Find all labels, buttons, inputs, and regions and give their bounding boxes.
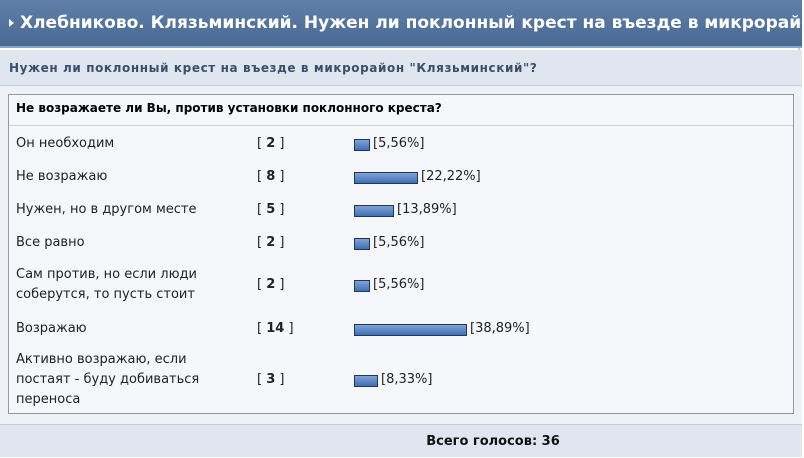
poll-option-votes: [ 3 ] [257,372,285,387]
poll-option-row: Активно возражаю, если постаят - буду до… [9,349,793,413]
poll-option-row: Все равно [ 2 ] [5,56%] [9,230,793,256]
poll-option-bar [354,324,467,336]
poll-question: Не возражаете ли Вы, против установки по… [16,101,442,115]
poll-option-bar [354,205,394,217]
poll-option-bar [354,238,370,250]
poll-option-bar [354,280,370,292]
poll-option-bar [354,172,418,184]
poll-box: Не возражаете ли Вы, против установки по… [8,94,794,414]
poll-option-row: Возражаю [ 14 ] [38,89%] [9,316,793,342]
poll-option-label: Сам против, но если люди соберутся, то п… [16,267,197,302]
poll-option-percent: [13,89%] [397,202,457,217]
poll-option-label: Не возражаю [16,169,108,184]
poll-option-bar [354,139,370,151]
poll-option-votes: [ 2 ] [257,136,285,151]
poll-option-label: Активно возражаю, если постаят - буду до… [16,352,200,407]
arrow-right-icon [9,19,14,27]
poll-option-votes: [ 5 ] [257,202,285,217]
topic-title: Хлебниково. Клязьминский. Нужен ли покло… [20,13,804,33]
poll-option-votes: [ 2 ] [257,277,285,292]
topic-title-bar: Хлебниково. Клязьминский. Нужен ли покло… [0,0,804,48]
poll-footer: Всего голосов: 36 [0,424,802,457]
poll-option-percent: [5,56%] [373,235,425,250]
poll-option-label: Возражаю [16,321,87,336]
poll-option-votes: [ 2 ] [257,235,285,250]
poll-container: Не возражаете ли Вы, против установки по… [0,86,802,424]
poll-option-percent: [8,33%] [381,372,433,387]
poll-option-bar [354,375,378,387]
poll-option-row: Нужен, но в другом месте [ 5 ] [13,89%] [9,197,793,223]
poll-option-row: Сам против, но если люди соберутся, то п… [9,263,793,307]
poll-option-percent: [5,56%] [373,277,425,292]
poll-option-label: Он необходим [16,136,115,151]
poll-option-label: Нужен, но в другом месте [16,202,197,217]
poll-option-votes: [ 8 ] [257,169,285,184]
total-votes: Всего голосов: 36 [426,434,560,449]
poll-option-label: Все равно [16,235,85,250]
poll-option-percent: [22,22%] [421,169,481,184]
poll-option-row: Не возражаю [ 8 ] [22,22%] [9,164,793,190]
divider [9,125,793,126]
poll-option-percent: [5,56%] [373,136,425,151]
poll-title: Нужен ли поклонный крест на въезде в мик… [0,50,802,86]
poll-option-row: Он необходим [ 2 ] [5,56%] [9,131,793,157]
poll-option-votes: [ 14 ] [257,321,294,336]
poll-option-percent: [38,89%] [470,321,530,336]
